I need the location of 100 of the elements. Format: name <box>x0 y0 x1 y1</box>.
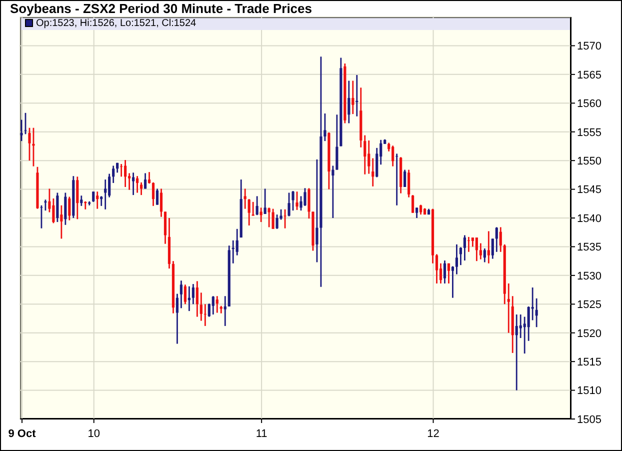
candlestick <box>411 194 414 214</box>
candlestick <box>32 127 35 168</box>
candlestick <box>64 192 67 226</box>
candlestick <box>451 266 454 299</box>
candlestick <box>471 236 474 248</box>
y-tick-label: 1510 <box>577 385 602 398</box>
candlestick <box>463 234 466 262</box>
candlestick <box>304 187 306 207</box>
candlestick <box>447 262 450 284</box>
candlestick <box>515 314 518 391</box>
candlestick <box>487 230 490 264</box>
candlestick <box>300 195 302 212</box>
y-tick-label: 1530 <box>577 270 602 282</box>
candlestick <box>368 140 370 174</box>
candlestick <box>112 165 115 184</box>
candlestick <box>292 190 294 212</box>
candlestick <box>296 190 298 211</box>
candlestick <box>216 295 218 314</box>
candlestick <box>76 176 79 220</box>
candlestick <box>535 298 538 328</box>
candlestick <box>176 293 179 344</box>
candlestick <box>24 112 27 135</box>
candlestick <box>196 280 198 318</box>
candlestick <box>415 206 418 219</box>
candlestick <box>392 144 394 168</box>
candlestick <box>148 171 151 184</box>
candlestick <box>483 248 486 263</box>
candlestick <box>364 134 366 176</box>
candlestick <box>475 236 478 262</box>
candlestick <box>160 188 163 218</box>
candlestick <box>136 175 139 194</box>
candlestick <box>152 182 155 207</box>
header-strip: Op:1523, Hi:1526, Lo:1521, Cl:1524 <box>21 18 570 30</box>
y-tick-label: 1550 <box>577 155 602 168</box>
candlestick <box>316 158 318 263</box>
candlestick <box>276 214 278 230</box>
candlestick <box>180 280 183 309</box>
candlestick <box>200 292 202 322</box>
candlestick <box>44 198 47 212</box>
y-tick-label: 1570 <box>577 40 602 53</box>
y-tick-label: 1505 <box>577 414 602 426</box>
candlestick <box>236 228 238 256</box>
candlestick <box>308 187 310 220</box>
x-tick-label: 11 <box>256 428 268 440</box>
candlestick <box>376 147 378 178</box>
y-tick-label: 1525 <box>577 299 602 312</box>
candlestick <box>184 284 187 305</box>
candlestick <box>156 188 159 206</box>
candlestick <box>56 192 59 223</box>
candlestick <box>404 169 406 188</box>
y-tick-label: 1515 <box>577 356 602 368</box>
candlestick <box>104 178 107 210</box>
candlestick <box>144 172 147 190</box>
candlestick <box>272 208 274 230</box>
annotation: Op:1523, Hi:1526, Lo:1521, Cl:1524 <box>36 18 196 29</box>
candlestick <box>443 260 446 284</box>
y-tick-label: 1520 <box>577 328 602 340</box>
candlestick <box>256 195 258 216</box>
candlestick <box>352 80 354 115</box>
candlestick <box>419 204 422 216</box>
candlestick <box>224 295 226 327</box>
candlestick <box>268 206 270 228</box>
candlestick <box>52 198 55 224</box>
y-tick-label: 1565 <box>577 69 602 82</box>
candlestick <box>212 295 214 316</box>
x-tick-label: 12 <box>427 428 440 440</box>
candlestick <box>244 188 246 210</box>
candlestick <box>68 196 71 221</box>
candlestick <box>336 114 338 170</box>
candlestick <box>140 182 143 196</box>
candlestick <box>527 306 530 342</box>
chart-title: Soybeans - ZSX2 Period 30 Minute - Trade Prices <box>10 1 312 16</box>
candlestick <box>132 172 135 196</box>
candlestick <box>435 253 438 284</box>
candlestick <box>491 238 494 260</box>
candlestick <box>407 169 410 198</box>
candlestick <box>192 283 194 305</box>
candlestick <box>164 210 167 245</box>
candlestick <box>495 226 498 253</box>
candlestick <box>20 119 23 142</box>
candlestick <box>455 244 458 275</box>
candlestick <box>519 314 522 339</box>
y-tick-label: 1560 <box>577 98 602 110</box>
candlestick <box>499 226 502 253</box>
y-tick-label: 1540 <box>577 212 602 225</box>
y-tick-label: 1545 <box>577 184 602 196</box>
candlestick <box>28 127 31 162</box>
candlestick <box>288 192 290 217</box>
y-tick-label: 1555 <box>577 126 602 139</box>
candlestick <box>507 282 510 334</box>
candlestick <box>348 80 350 124</box>
candlestick <box>124 159 127 188</box>
candlestick <box>80 194 83 207</box>
candlestick <box>248 198 250 226</box>
x-tick-label: 10 <box>88 428 100 440</box>
y-tick-label: 1535 <box>577 242 602 254</box>
candlestick <box>40 204 43 230</box>
candlestick <box>92 190 95 203</box>
candlestick <box>260 206 262 223</box>
candlestick <box>372 158 374 188</box>
